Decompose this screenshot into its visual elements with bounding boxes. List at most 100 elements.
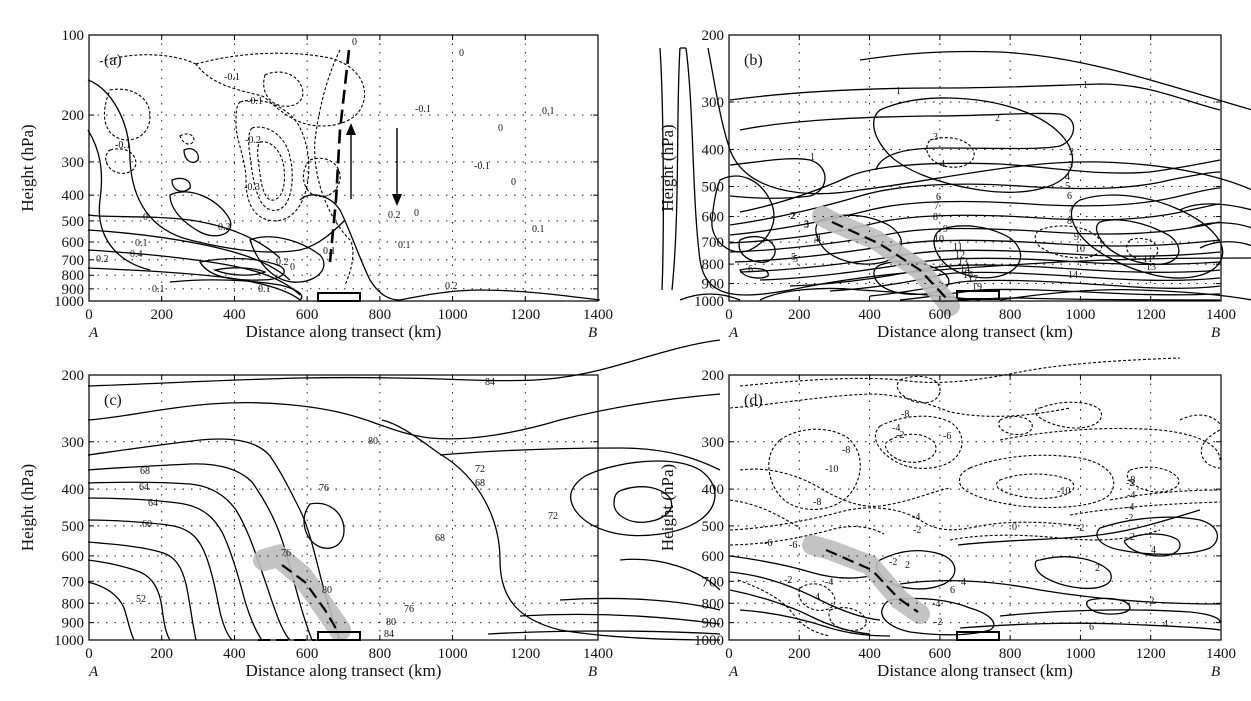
contour-label: -0.1 — [474, 161, 490, 172]
contour-label: 5 — [1065, 181, 1070, 192]
y-tick-label: 800 — [62, 268, 85, 284]
contour-label: 4 — [816, 234, 821, 245]
contour-label: -4 — [825, 577, 833, 588]
x-tick-label: 400 — [858, 646, 881, 662]
y-tick-label: 700 — [62, 574, 85, 590]
y-tick-label: 300 — [702, 95, 725, 111]
contour-label: 19 — [972, 282, 982, 293]
x-tick-label: 200 — [150, 646, 173, 662]
contour-label: 17 — [968, 274, 978, 285]
contour-label: 76 — [319, 483, 329, 494]
y-tick-label: 900 — [62, 282, 85, 298]
contour-label: 0.2 — [445, 281, 458, 292]
plot-frame — [728, 374, 1222, 641]
panel-a-label: (a) — [104, 52, 122, 69]
contour-label: 4 — [814, 234, 819, 245]
contour-label: 4 — [961, 577, 966, 588]
contour-label: 3 — [933, 132, 938, 143]
contour-label: 4 — [1151, 545, 1156, 556]
panel-d-label: (d) — [744, 392, 763, 409]
contour-label: 4 — [940, 159, 945, 170]
contour-label: -2 — [784, 575, 792, 586]
contour-label: -2 — [896, 430, 904, 441]
endpoint-label-a: A — [88, 664, 99, 680]
x-axis-label: Distance along transect (km) — [246, 322, 442, 341]
contour-label: 0 — [498, 123, 503, 134]
plot-frame — [88, 374, 599, 641]
x-tick-label: 1000 — [438, 646, 468, 662]
contour-label: 7 — [1068, 204, 1073, 215]
contour-label: 0 — [414, 208, 419, 219]
panel-c-label: (c) — [104, 392, 122, 409]
x-tick-label: 0 — [725, 307, 733, 323]
contour-label: 68 — [140, 466, 150, 477]
y-tick-label: 300 — [702, 435, 725, 451]
endpoint-label-a: A — [728, 664, 739, 680]
y-tick-label: 900 — [62, 616, 85, 632]
y-tick-label: 800 — [702, 257, 725, 273]
y-axis-label: Height (hPa) — [18, 124, 37, 211]
contour-label: -4 — [892, 423, 900, 434]
y-tick-label: 700 — [62, 253, 85, 269]
y-tick-label: 800 — [62, 596, 85, 612]
ticks — [728, 34, 1222, 302]
y-tick-label: 400 — [62, 482, 85, 498]
x-tick-label: 1400 — [583, 307, 613, 323]
x-axis-label: Distance along transect (km) — [246, 661, 442, 680]
x-tick-label: 800 — [999, 646, 1022, 662]
contour-label: 84 — [485, 377, 495, 388]
endpoint-label-b: B — [1211, 325, 1220, 341]
contour-label: 2 — [1130, 532, 1135, 543]
contour-label: 84 — [384, 629, 394, 640]
contour-label: 0 — [290, 262, 295, 273]
y-axis-label: Height (hPa) — [658, 464, 677, 551]
y-tick-label: 100 — [62, 28, 85, 44]
contour-label: 76 — [281, 548, 291, 559]
y-tick-label: 700 — [702, 574, 725, 590]
axes-layer: 0 200 400 600 800 1000 1200 1400100200300400500… — [18, 28, 1236, 680]
y-tick-label: 600 — [702, 549, 725, 565]
contour-label: -6 — [943, 431, 951, 442]
endpoint-label-b: B — [588, 325, 597, 341]
contour-label: 6 — [748, 264, 753, 275]
x-tick-label: 600 — [929, 307, 952, 323]
contour-label: -4 — [932, 599, 940, 610]
y-tick-label: 800 — [702, 596, 725, 612]
contour-label: 11 — [953, 242, 963, 253]
y-tick-label: 300 — [62, 155, 85, 171]
y-tick-label: 600 — [702, 210, 725, 226]
contour-label: 3 — [804, 219, 809, 230]
contour-label: -2 — [1146, 596, 1154, 607]
contour-label: -2 — [889, 557, 897, 568]
x-tick-label: 200 — [788, 307, 811, 323]
contour-label: 2 — [995, 113, 1000, 124]
x-tick-label: 400 — [858, 307, 881, 323]
contour-label: 7 — [934, 201, 939, 212]
x-tick-label: 800 — [999, 307, 1022, 323]
contour-label: 80 — [368, 436, 378, 447]
contour-label: 0 — [511, 177, 516, 188]
contour-label: 16 — [963, 270, 973, 281]
contour-label: 2 — [790, 211, 795, 222]
panel-a-contour-labels: 0 -0.1 -0.1 -0.1 -0.2 -0.3 0.2 0.1 0.2 0… — [96, 37, 555, 295]
contour-label: 80 — [322, 585, 332, 596]
x-tick-label: 600 — [296, 307, 319, 323]
x-tick-label: 1400 — [1206, 646, 1236, 662]
contour-label: 5 — [791, 252, 796, 263]
contour-label: -10 — [825, 464, 838, 475]
contour-label: 10 — [1075, 244, 1085, 255]
plot-frame — [728, 34, 1222, 302]
y-tick-label: 1000 — [54, 294, 84, 310]
panel-c: (c) 84 80 — [87, 339, 721, 641]
contour-label: 64 — [139, 482, 149, 493]
contour-label: 3 — [1068, 160, 1073, 171]
contour-label: 6 — [1067, 191, 1072, 202]
contour-label: 6 — [950, 585, 955, 596]
ticks — [88, 374, 599, 641]
contour-label: 2 — [1069, 147, 1074, 158]
x-tick-label: 0 — [725, 646, 733, 662]
y-tick-label: 900 — [702, 616, 725, 632]
contour-label: -0.1 — [224, 72, 240, 83]
y-axis-label: Height (hPa) — [18, 464, 37, 551]
x-tick-label: 1200 — [510, 646, 540, 662]
